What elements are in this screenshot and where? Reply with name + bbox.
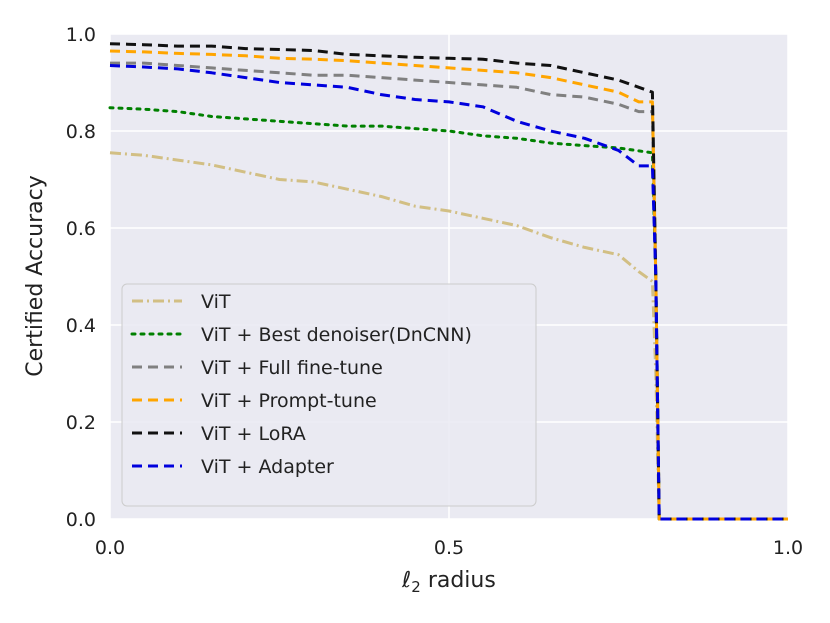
legend-label-0: ViT <box>201 291 231 313</box>
y-tick-label: 0.2 <box>66 412 96 434</box>
x-axis-label-spacer <box>421 568 428 593</box>
legend-label-3: ViT + Prompt-tune <box>201 390 377 412</box>
series-line-2 <box>110 61 788 521</box>
x-tick-label: 0.5 <box>434 537 464 559</box>
y-tick-label: 0.6 <box>66 218 96 240</box>
y-tick-label: 0.0 <box>66 509 96 531</box>
x-axis-label-text: radius <box>428 568 496 593</box>
x-axis-label: ℓ2 radius <box>401 568 496 596</box>
legend-label-2: ViT + Full fine-tune <box>201 357 383 379</box>
x-tick-label: 0.0 <box>95 537 125 559</box>
y-axis-label: Certified Accuracy <box>23 175 48 376</box>
series-layer <box>108 42 790 521</box>
x-tick-label: 1.0 <box>773 537 803 559</box>
legend-label-4: ViT + LoRA <box>201 423 306 445</box>
x-axis-label-subscript: 2 <box>411 578 421 596</box>
series-line-3 <box>109 49 788 521</box>
series-line-4 <box>109 42 788 521</box>
series-line-1 <box>108 106 790 521</box>
tick-labels: 0.0 0.2 0.4 0.6 0.8 1.0 0.0 0.5 1.0 <box>66 24 803 559</box>
series-line-5 <box>109 64 788 521</box>
legend: ViT ViT + Best denoiser(DnCNN) ViT + Full … <box>121 283 537 507</box>
y-tick-label: 1.0 <box>66 24 96 46</box>
y-tick-label: 0.8 <box>66 121 96 143</box>
legend-label-5: ViT + Adapter <box>201 456 334 478</box>
legend-label-1: ViT + Best denoiser(DnCNN) <box>201 324 472 346</box>
y-tick-label: 0.4 <box>66 315 96 337</box>
legend-box <box>121 283 537 507</box>
x-axis-label-variable: ℓ <box>401 568 411 593</box>
series-line-0 <box>109 151 788 521</box>
